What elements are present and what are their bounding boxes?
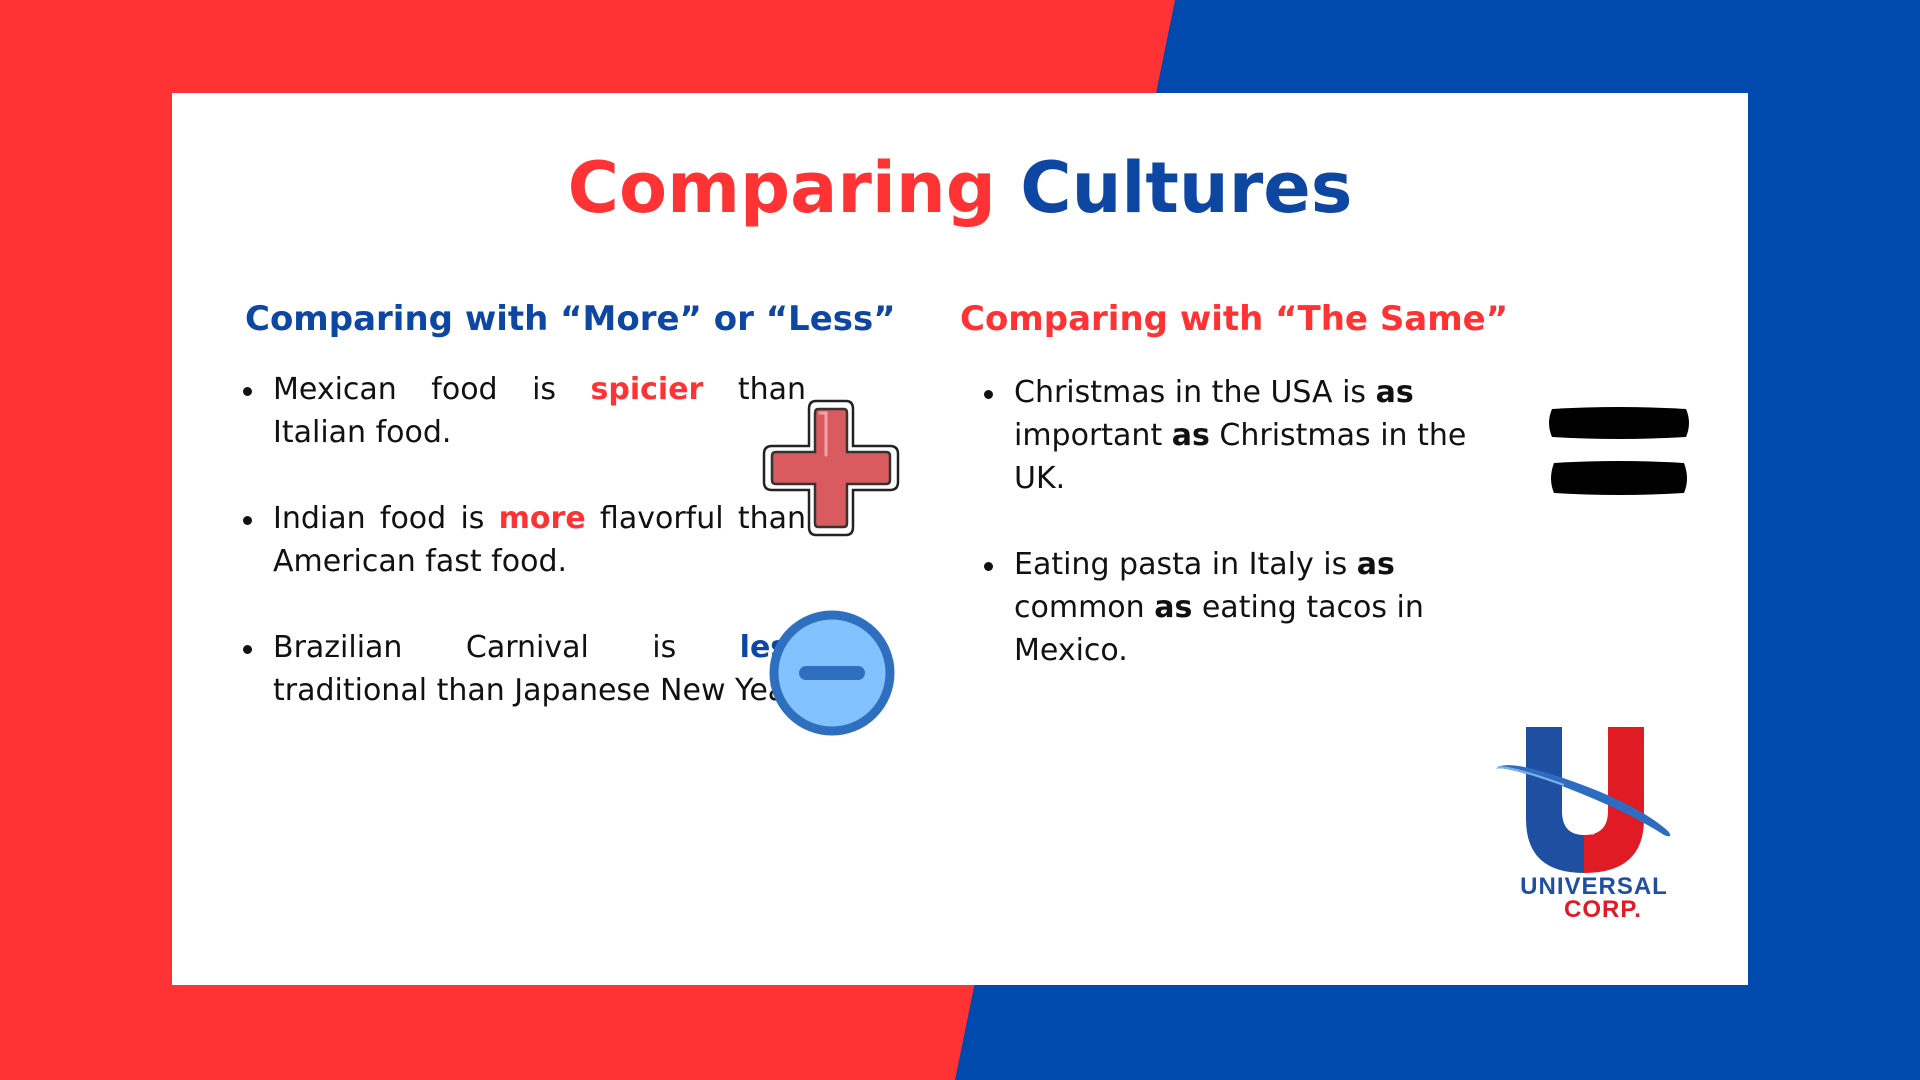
right-heading: Comparing with “The Same” [960,299,1509,339]
content-card: Comparing Cultures Comparing with “More”… [172,93,1748,985]
equals-icon [1549,407,1689,495]
list-item: Mexican food is spicier than Italian foo… [243,368,806,454]
universal-corp-logo: UNIVERSAL CORP. [1494,723,1694,933]
list-item: Brazilian Carnival is less traditional t… [243,626,806,712]
logo-text-universal: UNIVERSAL [1520,873,1668,900]
same-list: Christmas in the USA is as important as … [984,371,1504,715]
page-title: Comparing Cultures [172,143,1748,233]
plus-icon [762,399,900,537]
list-item: Indian food is more flavorful than Ameri… [243,497,806,583]
list-item: Christmas in the USA is as important as … [984,371,1504,500]
title-word-2: Cultures [1020,147,1353,229]
list-item: Eating pasta in Italy is as common as ea… [984,543,1504,672]
more-less-list: Mexican food is spicier than Italian foo… [243,368,806,755]
minus-icon [769,610,895,736]
logo-mark [1496,727,1671,873]
logo-text-corp: CORP. [1564,896,1642,923]
title-word-1: Comparing [567,147,996,229]
left-heading: Comparing with “More” or “Less” [245,299,896,339]
